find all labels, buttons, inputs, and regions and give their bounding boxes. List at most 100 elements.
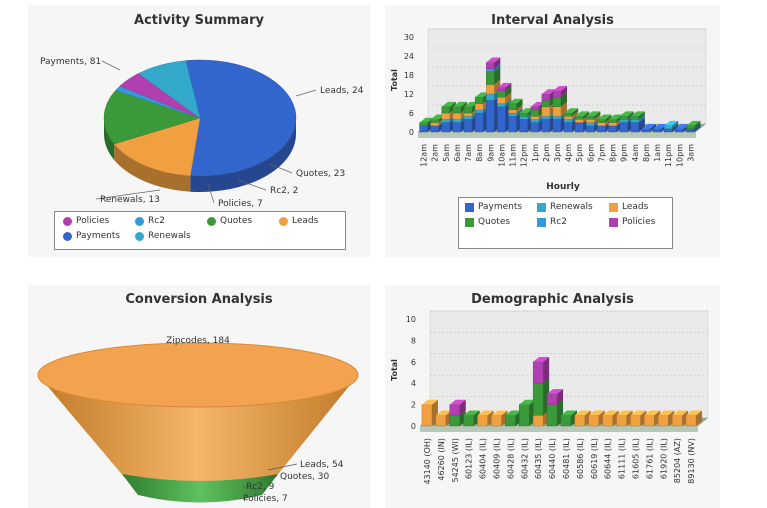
interval-xtick-label: 9am bbox=[486, 144, 495, 162]
funnel-data-label: Leads, 54 bbox=[300, 460, 344, 470]
pie-leader-line bbox=[295, 89, 317, 97]
legend-swatch bbox=[63, 231, 72, 241]
demographic-bar-segment-quotes bbox=[505, 415, 516, 427]
demographic-ytick-label: 10 bbox=[406, 315, 416, 324]
interval-bar-top bbox=[508, 98, 523, 104]
interval-xtick-label: 1pm bbox=[531, 144, 540, 162]
interval-xtick-label: 10pm bbox=[675, 144, 684, 167]
interval-bar-side bbox=[605, 114, 612, 123]
interval-bar-side bbox=[494, 63, 501, 72]
legend-item-rc2[interactable]: Rc2 bbox=[537, 217, 567, 227]
demographic-xtick-label: 60586 (IL) bbox=[576, 438, 585, 479]
interval-bar-side bbox=[638, 117, 645, 132]
legend-item-quotes[interactable]: Quotes bbox=[207, 216, 252, 226]
legend-item-payments[interactable]: Payments bbox=[465, 202, 522, 212]
demographic-bar-top bbox=[519, 399, 536, 405]
pie-slice-payments bbox=[185, 59, 297, 177]
demographic-bar-segment-leads bbox=[532, 415, 544, 427]
demographic-xtick-label: 60123 (IL) bbox=[465, 438, 474, 479]
legend-label: Renewals bbox=[148, 231, 191, 241]
demographic-xtick-label: 61605 (IL) bbox=[631, 438, 640, 479]
legend-swatch bbox=[465, 217, 474, 227]
demographic-bar-segment-policies bbox=[532, 361, 544, 384]
interval-xtick-label: 11pm bbox=[664, 144, 673, 167]
legend-swatch bbox=[279, 216, 288, 226]
demographic-bar-segment-policies bbox=[546, 393, 558, 405]
legend-item-leads[interactable]: Leads bbox=[609, 202, 648, 212]
demographic-xtick-label: 61761 (IL) bbox=[645, 438, 654, 479]
demographic-bar-segment-quotes bbox=[519, 404, 530, 427]
demographic-bar-top bbox=[560, 410, 577, 416]
demographic-bar-segment-leads bbox=[671, 415, 683, 427]
interval-bar-side bbox=[694, 120, 701, 129]
interval-xtick-label: 4pm bbox=[564, 144, 573, 162]
pie-data-label: Rc2, 2 bbox=[270, 186, 298, 196]
pie-leader-line bbox=[207, 183, 215, 204]
demographic-bar-segment-quotes bbox=[532, 383, 544, 416]
demographic-ytick-label: 4 bbox=[411, 379, 416, 388]
interval-bar-side bbox=[638, 114, 645, 123]
interval-bar-side bbox=[505, 86, 512, 98]
interval-bar-top bbox=[619, 111, 634, 117]
demographic-bar-segment-quotes bbox=[560, 415, 572, 427]
legend-swatch bbox=[609, 217, 618, 227]
demographic-xtick-label: 60619 (IL) bbox=[590, 438, 599, 479]
demographic-xtick-label: 89130 (NV) bbox=[687, 438, 696, 484]
demographic-bar-top bbox=[616, 410, 633, 416]
legend-item-rc2[interactable]: Rc2 bbox=[135, 216, 165, 226]
legend-label: Policies bbox=[76, 216, 110, 226]
demographic-bar-segment-leads bbox=[588, 415, 599, 427]
demographic-xtick-label: 43140 (OH) bbox=[423, 438, 432, 485]
demographic-bar-top bbox=[686, 410, 703, 416]
demographic-bar-top bbox=[435, 410, 452, 416]
interval-analysis-chart: 0 6 12 18 24 30 12am 2am 5am 6am 7am 8am 9am 10am 11am… bbox=[390, 28, 707, 192]
legend-item-policies[interactable]: Policies bbox=[63, 216, 109, 226]
interval-bar-side bbox=[638, 111, 645, 120]
legend-swatch bbox=[537, 217, 546, 227]
demographic-bar-top bbox=[505, 410, 522, 416]
interval-ytick-label: 6 bbox=[409, 109, 414, 118]
demographic-bar-segment-leads bbox=[574, 415, 586, 427]
demographic-bar-top bbox=[547, 389, 564, 394]
demographic-bar-segment-leads bbox=[491, 415, 502, 427]
legend-item-renewals[interactable]: Renewals bbox=[135, 231, 191, 241]
interval-xtick-label: 3pm bbox=[553, 144, 562, 162]
interval-bar-side bbox=[572, 111, 579, 120]
demographic-bar-top bbox=[574, 410, 591, 416]
legend-item-payments[interactable]: Payments bbox=[63, 231, 120, 241]
demographic-bar-segment-quotes bbox=[463, 415, 474, 427]
legend-swatch bbox=[537, 202, 546, 212]
demographic-xtick-label: 46260 (IN) bbox=[437, 438, 446, 481]
interval-xtick-label: 10am bbox=[497, 144, 506, 167]
funnel-leader-line bbox=[242, 485, 257, 491]
interval-xtick-label: 8pm bbox=[642, 144, 651, 162]
conversion-analysis-chart: Zipcodes, 184 Leads, 54 Quotes, 30 Rc2, 9 Po… bbox=[37, 336, 359, 504]
demographic-bar-top bbox=[421, 399, 438, 405]
interval-bar-side bbox=[494, 67, 501, 85]
demographic-bar-segment-quotes bbox=[449, 415, 460, 427]
interval-bar-top bbox=[586, 111, 601, 117]
legend-item-renewals[interactable]: Renewals bbox=[537, 202, 593, 212]
interval-bar-side bbox=[516, 98, 523, 110]
pie-data-label: Quotes, 23 bbox=[296, 169, 345, 179]
interval-bar-top bbox=[452, 101, 467, 107]
legend-item-policies[interactable]: Policies bbox=[609, 217, 655, 227]
legend-item-leads[interactable]: Leads bbox=[279, 216, 318, 226]
activity-summary-title: Activity Summary bbox=[134, 13, 264, 28]
interval-bar-top bbox=[575, 111, 590, 117]
interval-ytick-label: 12 bbox=[404, 90, 414, 99]
interval-xtick-label: 12pm bbox=[520, 144, 529, 167]
legend-item-quotes[interactable]: Quotes bbox=[465, 217, 510, 227]
demographic-xtick-label: 60440 (IL) bbox=[548, 438, 557, 479]
interval-analysis-legend: Payments Renewals Leads Quotes Rc2 Policies bbox=[458, 197, 673, 249]
pie-side-payments bbox=[190, 118, 296, 192]
conversion-analysis-title: Conversion Analysis bbox=[125, 292, 273, 307]
interval-bar-top bbox=[497, 82, 512, 88]
demographic-bar-segment-leads bbox=[602, 415, 613, 427]
demographic-bar-top bbox=[658, 410, 675, 416]
demographic-analysis-title: Demographic Analysis bbox=[471, 292, 634, 307]
interval-bar-side bbox=[594, 111, 601, 120]
demographic-xtick-label: 60435 (IL) bbox=[534, 438, 543, 479]
interval-ytick-label: 30 bbox=[404, 33, 414, 42]
interval-bar-side bbox=[649, 124, 656, 132]
